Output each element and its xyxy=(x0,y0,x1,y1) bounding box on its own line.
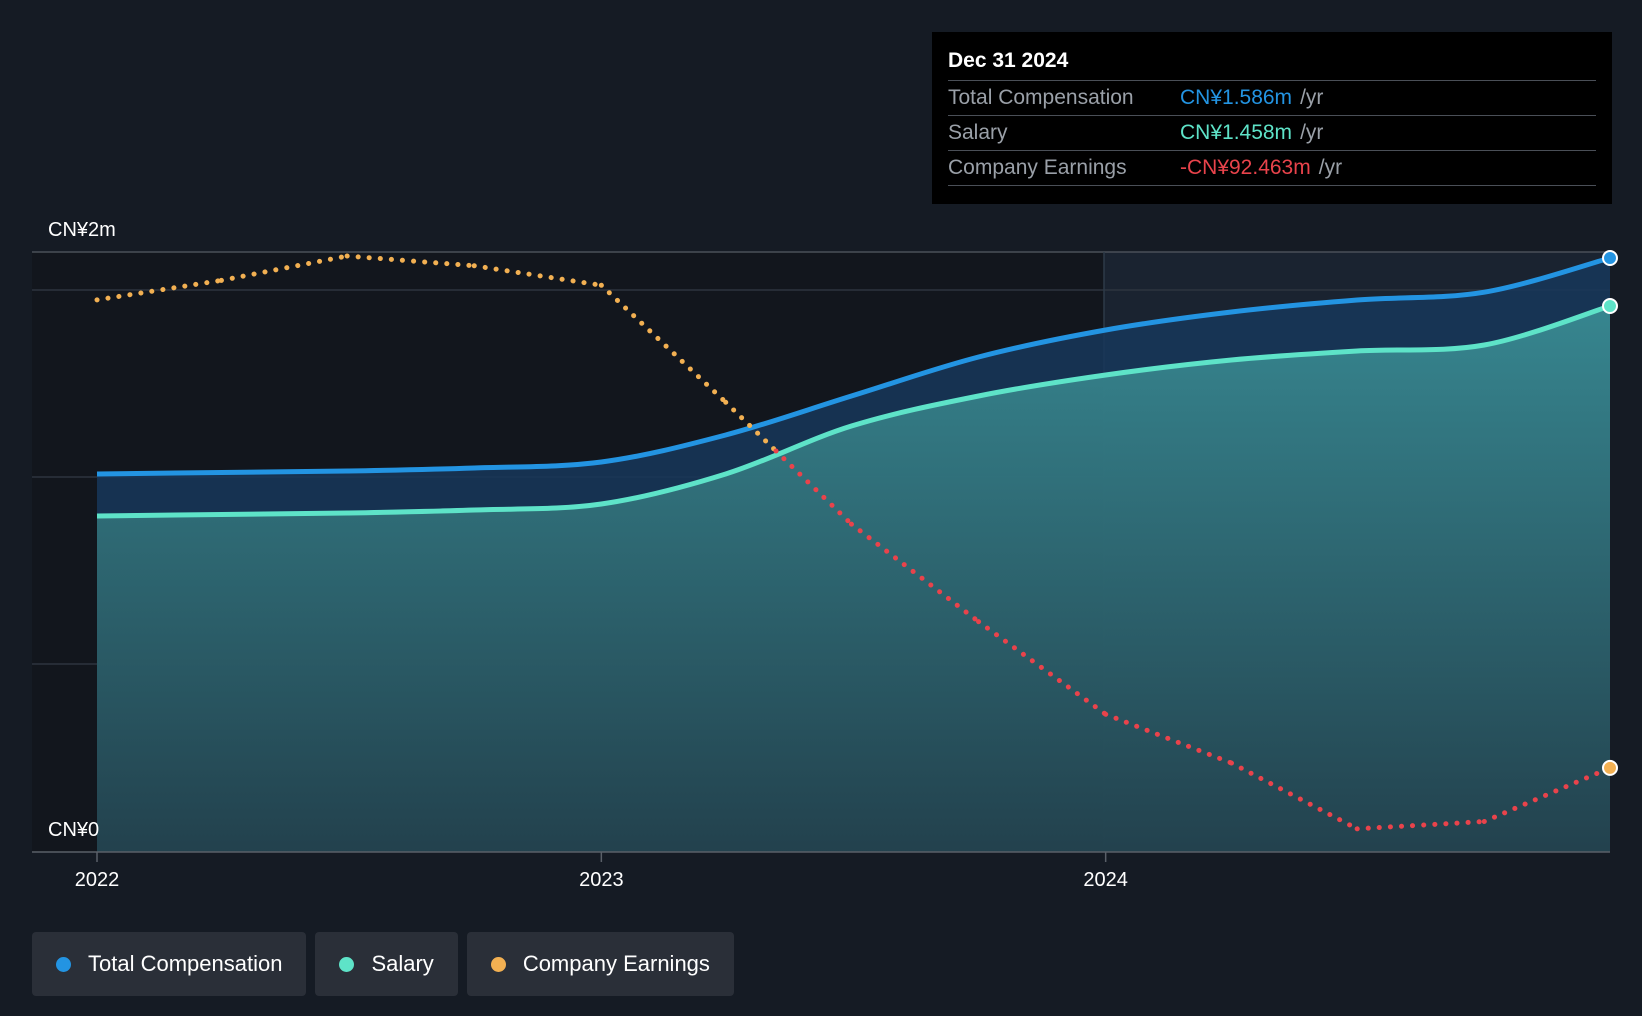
company-earnings-segment xyxy=(1228,760,1360,832)
total-compensation-line xyxy=(96,255,1611,477)
legend-label: Company Earnings xyxy=(522,951,710,976)
tooltip-row-salary: Salary CN¥1.458m /yr xyxy=(948,115,1596,150)
chart-legend: Total Compensation Salary Company Earnin… xyxy=(32,932,734,996)
tooltip-label: Company Earnings xyxy=(948,156,1127,179)
salary-line xyxy=(96,303,1611,519)
company-earnings-segment xyxy=(344,253,477,269)
tooltip-value: CN¥1.586m xyxy=(1180,86,1293,109)
tooltip-label: Salary xyxy=(948,121,1008,144)
legend-label: Salary xyxy=(371,951,434,976)
tooltip-value: CN¥1.458m xyxy=(1180,121,1293,144)
x-tick-label: 2023 xyxy=(579,869,624,891)
company-earnings-segment xyxy=(1481,765,1613,824)
tooltip-row-company-earnings: Company Earnings -CN¥92.463m /yr xyxy=(948,150,1596,186)
total-compensation-marker xyxy=(1602,250,1618,266)
highlight-tooltip: Dec 31 2024 Total Compensation CN¥1.586m… xyxy=(932,32,1612,204)
y-max-label: CN¥2m xyxy=(48,219,116,241)
tooltip-unit: /yr xyxy=(1300,86,1324,109)
legend-dot-icon xyxy=(339,956,355,972)
company-earnings-segment xyxy=(598,282,729,405)
x-tick-label: 2024 xyxy=(1083,869,1128,891)
company-earnings-segment xyxy=(94,277,224,303)
x-tick-label: 2022 xyxy=(75,869,120,891)
company-earnings-segment xyxy=(471,263,604,288)
tooltip-row-total-compensation: Total Compensation CN¥1.586m /yr xyxy=(948,80,1596,115)
salary-marker xyxy=(1602,298,1618,314)
tooltip-unit: /yr xyxy=(1300,121,1324,144)
y-min-label: CN¥0 xyxy=(48,819,99,841)
company-earnings-segment xyxy=(723,399,779,454)
company-earnings-segment xyxy=(1354,819,1487,832)
tooltip-label: Total Compensation xyxy=(948,86,1134,109)
legend-item-total-compensation[interactable]: Total Compensation xyxy=(32,932,307,996)
legend-item-salary[interactable]: Salary xyxy=(315,932,458,996)
company-earnings-segment xyxy=(976,619,1109,717)
legend-dot-icon xyxy=(56,956,71,972)
tooltip-unit: /yr xyxy=(1318,156,1343,179)
company-earnings-segment xyxy=(848,521,982,625)
company-earnings-segment xyxy=(218,253,350,283)
company-earnings-segment xyxy=(1103,711,1234,766)
company-earnings-marker xyxy=(1602,759,1618,776)
salary-area xyxy=(97,306,1610,852)
legend-label: Total Compensation xyxy=(88,951,283,976)
tooltip-date: Dec 31 2024 xyxy=(948,49,1069,72)
company-earnings-segment xyxy=(773,448,854,527)
legend-item-company-earnings[interactable]: Company Earnings xyxy=(466,932,734,996)
tooltip-value: -CN¥92.463m xyxy=(1180,156,1311,179)
legend-dot-icon xyxy=(490,956,506,972)
